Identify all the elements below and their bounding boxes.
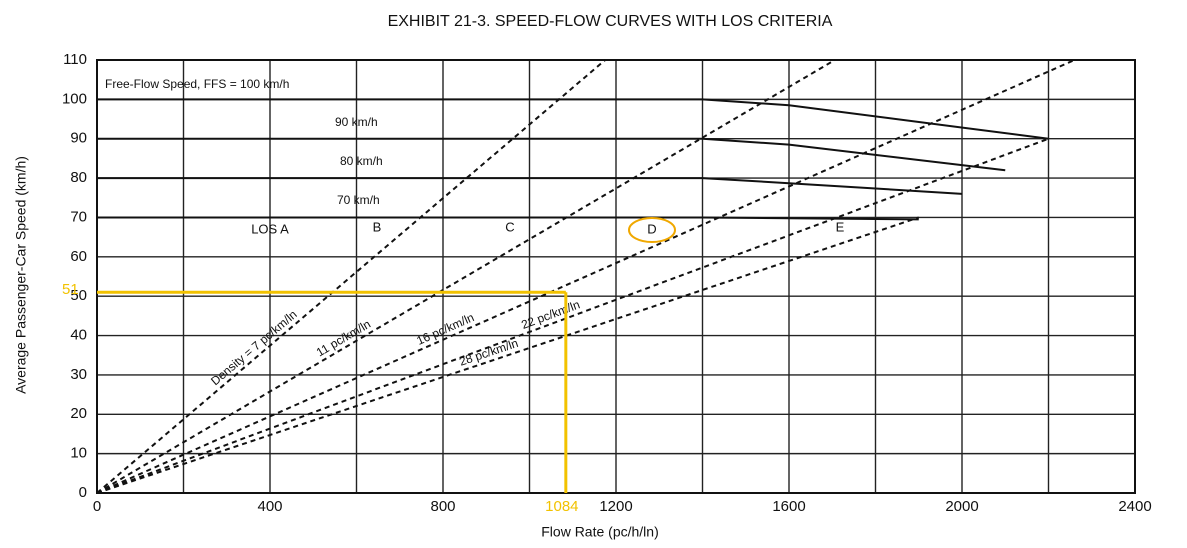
speed-label: Free-Flow Speed, FFS = 100 km/h (105, 77, 289, 91)
x-tick-label: 800 (430, 498, 455, 515)
x-tick-label: 2400 (1118, 498, 1151, 515)
density-line (96, 59, 1075, 494)
speed-label: 70 km/h (337, 193, 380, 207)
y-tick-label: 70 (70, 208, 87, 225)
speed-label: 90 km/h (335, 115, 378, 129)
y-tick-label: 20 (70, 405, 87, 422)
y-tick-label: 50 (70, 287, 87, 304)
guide-label-y: 51 (62, 281, 79, 298)
density-label: 11 pc/km/ln (314, 317, 373, 360)
y-tick-label: 80 (70, 169, 87, 186)
speed-flow-curve (97, 98, 1049, 140)
y-tick-label: 30 (70, 366, 87, 383)
density-line (96, 59, 606, 494)
y-tick-label: 40 (70, 327, 87, 344)
y-tick-label: 0 (79, 484, 87, 501)
y-tick-label: 110 (63, 51, 87, 68)
density-label: 16 pc/km/ln (414, 310, 476, 348)
density-line (96, 137, 1049, 494)
los-label: LOS A (251, 221, 289, 236)
x-tick-label: 1600 (772, 498, 805, 515)
y-tick-label: 10 (70, 445, 87, 462)
highlight-circle (628, 217, 676, 243)
density-label: 28 pc/km/ln (457, 336, 520, 369)
y-tick-label: 60 (70, 248, 87, 265)
plot-border (96, 59, 1136, 494)
x-axis-label: Flow Rate (pc/h/ln) (541, 524, 658, 540)
speed-flow-curve (97, 216, 919, 221)
y-axis-label: Average Passenger-Car Speed (km/h) (13, 156, 29, 394)
los-label: D (647, 221, 656, 236)
speed-flow-curve (97, 177, 963, 195)
chart-title: EXHIBIT 21-3. SPEED-FLOW CURVES WITH LOS… (388, 13, 833, 30)
speed-label: 80 km/h (340, 154, 383, 168)
speed-flow-curve (97, 137, 1006, 172)
los-label: B (373, 219, 382, 234)
density-label: Density = 7 pc/km/ln (208, 307, 300, 388)
los-label: C (505, 219, 514, 234)
y-tick-label: 90 (70, 130, 87, 147)
x-tick-label: 0 (93, 498, 101, 515)
x-tick-label: 1200 (599, 498, 632, 515)
los-label: E (836, 219, 845, 234)
x-tick-label: 2000 (945, 498, 978, 515)
density-line (96, 216, 920, 494)
density-line (96, 59, 836, 494)
x-tick-label: 400 (257, 498, 282, 515)
guide-label-x: 1084 (545, 498, 578, 515)
y-tick-label: 100 (62, 90, 87, 107)
